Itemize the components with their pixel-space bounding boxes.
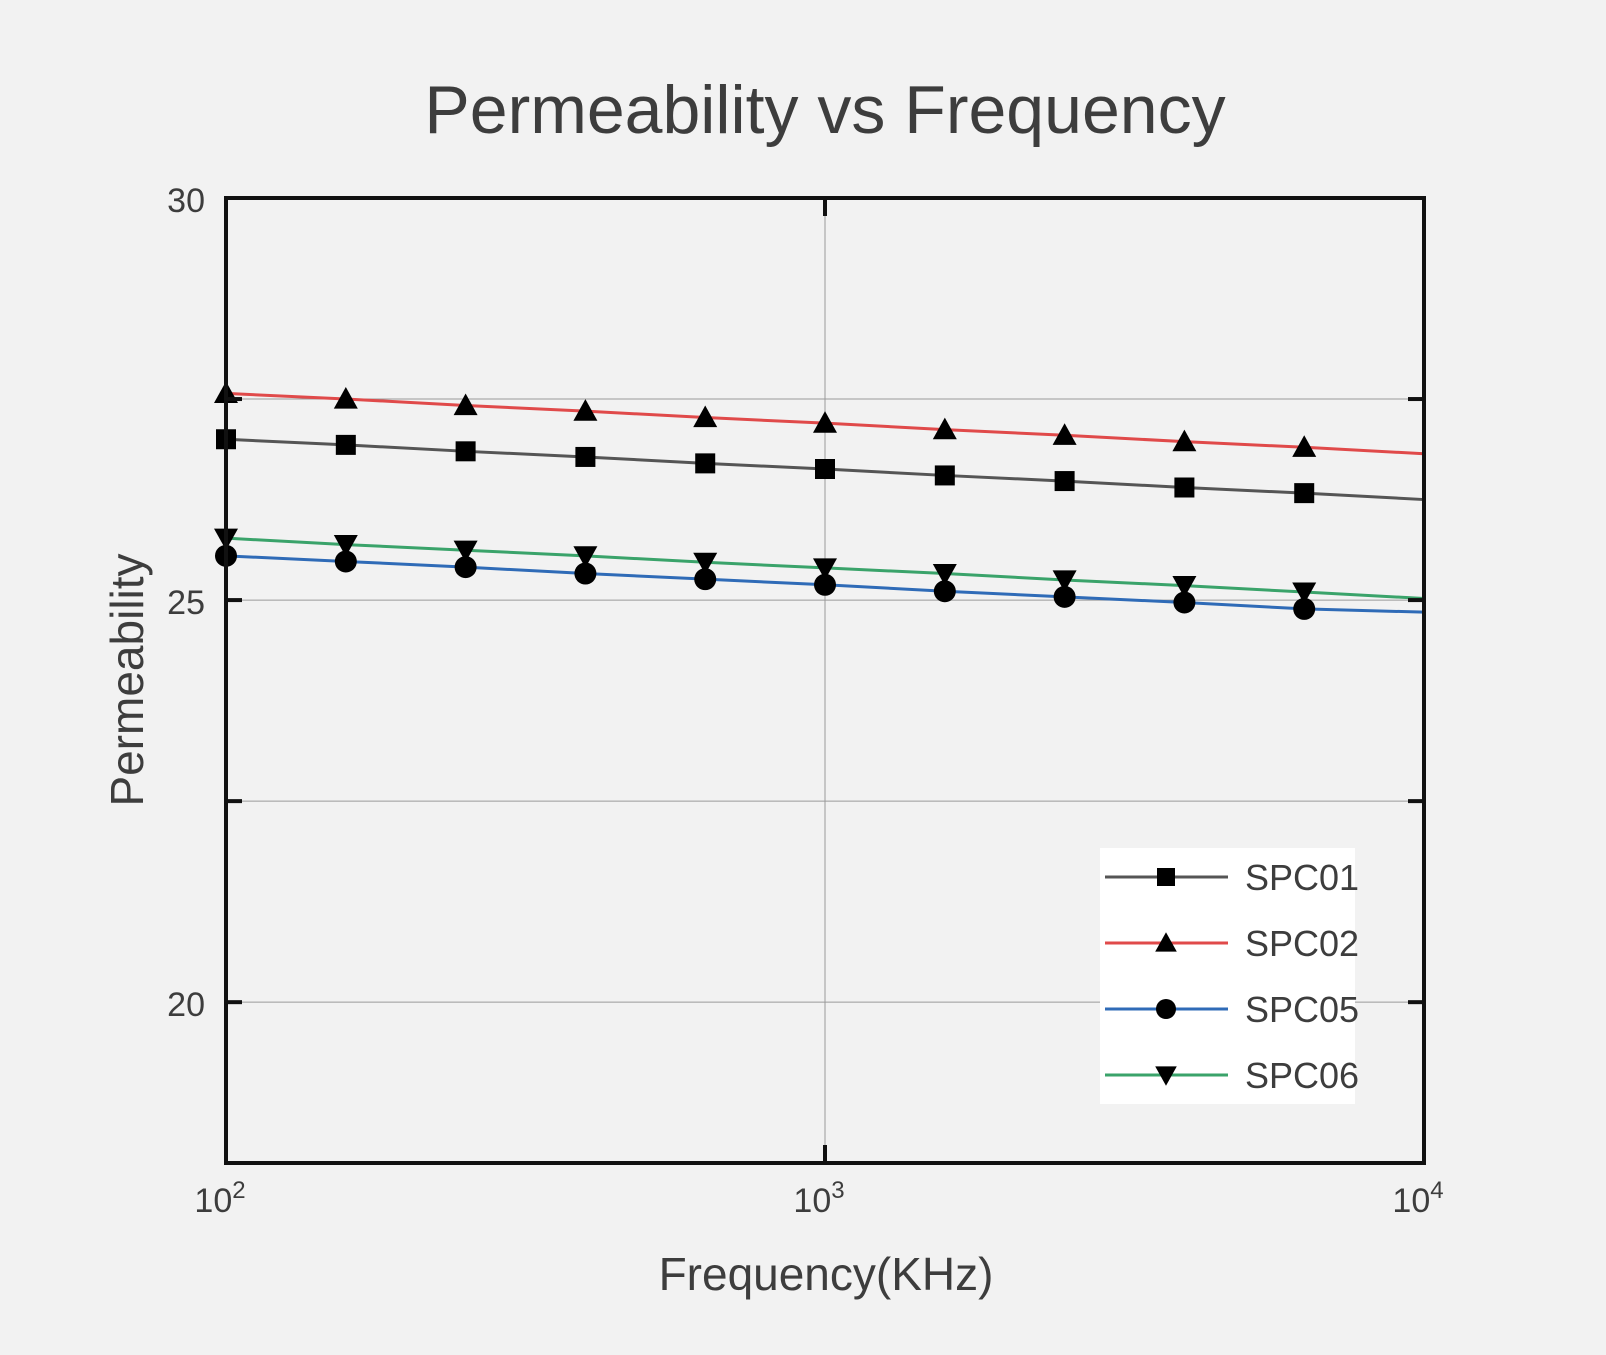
x-tick-base: 10 <box>194 1182 232 1220</box>
y-axis-label: Permeability <box>101 553 153 806</box>
data-point-spc06 <box>932 563 957 586</box>
legend-marker-spc05 <box>1156 999 1176 1019</box>
legend-label-spc02: SPC02 <box>1245 923 1359 964</box>
legend-label-spc06: SPC06 <box>1245 1055 1359 1096</box>
data-point-spc01 <box>335 434 356 455</box>
data-point-spc01 <box>1174 477 1195 498</box>
data-point-spc05 <box>454 556 477 579</box>
data-point-spc05 <box>814 573 836 596</box>
data-point-spc02 <box>1052 423 1077 445</box>
data-point-spc02 <box>1292 435 1317 457</box>
data-point-spc06 <box>1172 576 1197 598</box>
chart-title: Permeability vs Frequency <box>424 72 1225 148</box>
y-tick-label: 25 <box>167 584 205 622</box>
data-point-spc02 <box>1172 429 1197 452</box>
legend-box <box>1100 848 1355 1104</box>
data-point-spc06 <box>693 552 718 575</box>
x-tick-exponent: 4 <box>1430 1177 1443 1204</box>
data-point-spc05 <box>1173 591 1196 614</box>
x-tick-label: 103 <box>793 1177 844 1220</box>
data-point-spc06 <box>1052 570 1077 592</box>
data-point-spc02 <box>453 393 478 416</box>
x-axis-label: Frequency(KHz) <box>659 1248 994 1300</box>
legend-marker-spc02 <box>1155 932 1177 952</box>
legend: SPC01 SPC02 SPC05 SPC06 <box>1100 848 1359 1104</box>
data-point-spc01 <box>455 441 476 462</box>
data-point-spc06 <box>453 540 478 563</box>
data-point-spc01 <box>575 446 596 467</box>
data-point-spc02 <box>333 387 358 409</box>
data-point-spc05 <box>694 568 717 591</box>
x-tick-base: 10 <box>1392 1182 1430 1220</box>
data-point-spc06 <box>813 558 837 580</box>
axis-ticks <box>226 196 1424 1163</box>
y-tick-label: 30 <box>167 182 205 220</box>
data-point-spc05 <box>1053 585 1076 608</box>
data-point-spc02 <box>813 411 837 433</box>
data-point-spc01 <box>815 459 835 480</box>
data-point-spc02 <box>932 417 957 440</box>
data-point-spc05 <box>933 580 956 603</box>
data-point-spc05 <box>574 562 597 585</box>
x-tick-exponent: 3 <box>831 1177 844 1204</box>
data-point-spc02 <box>573 399 598 421</box>
x-tick-base: 10 <box>793 1182 831 1220</box>
data-point-spc06 <box>333 534 358 557</box>
legend-marker-spc01 <box>1157 868 1175 886</box>
data-point-spc06 <box>1292 582 1317 605</box>
x-tick-label: 104 <box>1392 1177 1443 1220</box>
x-tick-exponent: 2 <box>232 1177 245 1204</box>
y-tick-label: 20 <box>167 986 205 1024</box>
legend-label-spc01: SPC01 <box>1245 857 1359 898</box>
data-point-spc01 <box>1054 471 1075 492</box>
data-point-spc02 <box>693 405 718 428</box>
data-point-spc01 <box>1294 483 1315 504</box>
x-tick-label: 102 <box>194 1177 245 1220</box>
data-point-spc01 <box>934 465 955 486</box>
legend-marker-spc06 <box>1155 1066 1177 1086</box>
data-point-spc01 <box>695 453 716 474</box>
legend-label-spc05: SPC05 <box>1245 989 1359 1030</box>
data-point-spc06 <box>573 546 598 568</box>
data-point-spc05 <box>334 550 357 573</box>
data-point-spc05 <box>1293 597 1316 620</box>
